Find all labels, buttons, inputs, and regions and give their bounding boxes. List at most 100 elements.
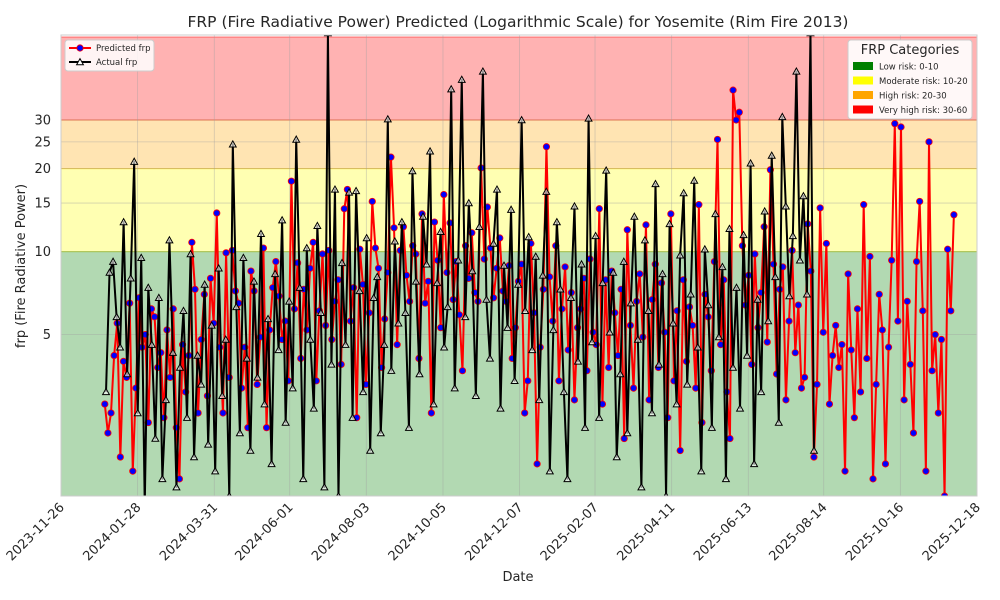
data-point — [891, 120, 899, 128]
data-point — [457, 75, 467, 83]
data-point — [810, 453, 818, 461]
data-point — [605, 327, 614, 336]
band-swatch — [853, 62, 873, 70]
data-point — [214, 263, 223, 272]
data-point — [262, 424, 271, 432]
y-tick-label: 30 — [34, 114, 51, 129]
data-point — [767, 151, 776, 159]
data-point — [785, 317, 793, 325]
data-point — [667, 210, 675, 218]
data-point — [672, 399, 681, 408]
band-label: Low risk: 0-10 — [879, 63, 939, 73]
data-point — [222, 249, 230, 257]
data-point — [380, 340, 389, 348]
data-point — [679, 188, 688, 197]
data-point — [489, 239, 498, 247]
data-point — [884, 343, 893, 351]
data-point — [119, 217, 128, 226]
data-point — [644, 306, 653, 315]
data-point — [619, 257, 629, 265]
data-point — [782, 396, 790, 404]
data-point — [418, 212, 428, 220]
data-point — [931, 331, 939, 339]
data-point — [144, 283, 153, 291]
data-point — [881, 460, 890, 468]
y-axis: 5 10 15 20 25 30 — [34, 114, 51, 344]
data-point — [538, 270, 548, 279]
data-point — [746, 158, 755, 167]
data-point — [172, 482, 181, 491]
data-point — [358, 387, 368, 396]
data-point — [545, 466, 555, 475]
data-point — [101, 400, 109, 408]
data-point — [260, 399, 269, 408]
data-point — [906, 360, 914, 369]
data-point — [847, 346, 855, 354]
band-swatch — [853, 91, 873, 99]
data-point — [485, 353, 495, 362]
data-point — [309, 238, 317, 246]
data-point — [739, 230, 748, 239]
data-point — [299, 474, 308, 483]
data-point — [270, 269, 280, 278]
data-point — [150, 313, 159, 321]
data-point — [832, 321, 840, 330]
data-point — [207, 320, 216, 329]
data-point — [875, 290, 883, 298]
data-point — [749, 459, 759, 468]
plot-frame — [60, 34, 978, 497]
data-point — [732, 283, 741, 291]
data-point — [272, 257, 280, 266]
data-point — [253, 372, 262, 381]
data-point — [937, 335, 946, 344]
band-label: High risk: 20-30 — [879, 92, 947, 102]
data-point — [147, 340, 157, 348]
data-point — [213, 209, 221, 217]
data-point — [797, 384, 806, 392]
data-point — [642, 221, 650, 229]
data-point — [520, 306, 530, 315]
data-point — [107, 409, 115, 417]
data-point — [944, 245, 952, 253]
data-point — [368, 197, 376, 206]
data-point — [770, 272, 780, 281]
y-tick-label: 5 — [43, 328, 51, 343]
data-point — [246, 446, 255, 454]
data-point — [601, 165, 611, 174]
data-point — [559, 387, 569, 396]
band-legend-title: FRP Categories — [861, 43, 960, 58]
data-point — [129, 467, 137, 475]
x-tick-label: 2025-02-07 — [538, 500, 602, 564]
series-legend: Predicted frp Actual frp — [64, 39, 155, 72]
data-point — [636, 270, 644, 278]
data-point — [506, 205, 516, 213]
data-point — [302, 243, 312, 252]
data-point — [242, 353, 252, 362]
data-point — [563, 474, 572, 483]
data-point — [552, 217, 562, 226]
data-point — [158, 474, 167, 483]
plot-area — [101, 35, 958, 496]
data-point — [277, 215, 287, 224]
data-point — [542, 187, 551, 195]
data-point — [781, 201, 791, 210]
data-point — [446, 84, 456, 93]
data-point — [166, 373, 174, 381]
data-point — [165, 235, 174, 244]
data-point — [168, 348, 178, 356]
legend-marker — [75, 57, 85, 66]
data-point — [383, 114, 393, 123]
data-point — [429, 399, 438, 408]
data-point — [436, 227, 445, 236]
data-point — [838, 341, 846, 349]
data-point — [934, 409, 942, 417]
data-point — [440, 190, 448, 199]
data-point — [432, 278, 442, 287]
data-point — [453, 255, 463, 264]
data-point — [922, 467, 930, 475]
data-point — [313, 221, 322, 230]
data-point — [570, 396, 579, 404]
data-point — [629, 384, 638, 392]
data-point — [866, 252, 874, 261]
